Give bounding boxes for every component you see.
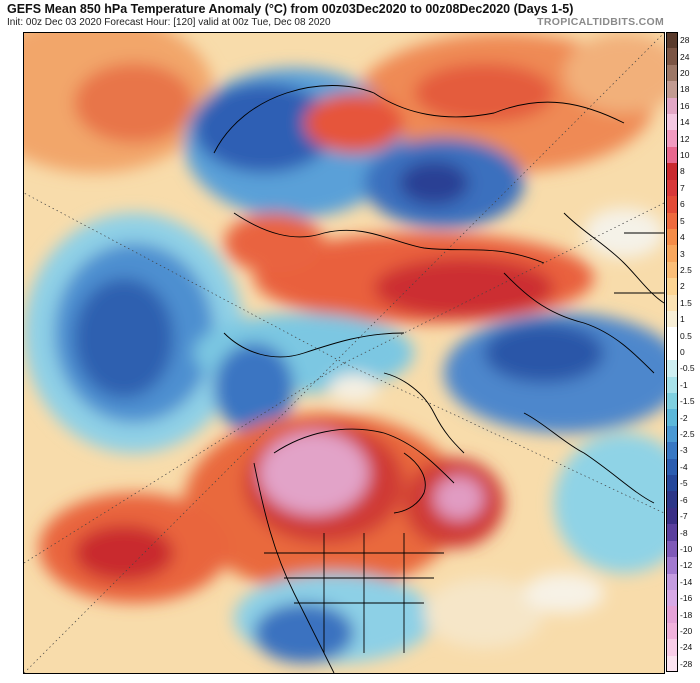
color-scale-segment	[666, 425, 678, 443]
color-scale-segment	[666, 540, 678, 558]
color-scale-label: 2	[680, 281, 685, 292]
color-scale-segment	[666, 245, 678, 263]
color-scale-label: -12	[680, 560, 693, 571]
color-scale-label: 28	[680, 35, 690, 46]
color-scale-label: 0.5	[680, 330, 692, 341]
color-scale-label: -2	[680, 412, 688, 423]
color-scale-segment	[666, 589, 678, 607]
color-scale-labels: 28 24 20 18 16 14 12 10 8 7 6 5 4 3 2.5 2 1.5 1 0.5 0 -0.5 -1…	[680, 32, 700, 672]
color-scale-segment	[666, 573, 678, 591]
map-subtitle: Init: 00z Dec 03 2020 Forecast Hour: [12…	[7, 17, 331, 28]
color-scale-segment	[666, 360, 678, 378]
color-scale-segment	[666, 64, 678, 82]
color-scale-segment	[666, 196, 678, 213]
color-scale-label: -28	[680, 658, 693, 669]
color-scale-label: -1.5	[680, 396, 695, 407]
color-scale-segment	[666, 261, 678, 279]
color-scale-label: 1	[680, 314, 685, 325]
color-scale-segment	[666, 278, 678, 296]
color-scale-segment	[666, 97, 678, 115]
color-scale-segment	[666, 81, 678, 99]
color-scale-segment	[666, 163, 678, 181]
color-scale-segment	[666, 639, 678, 657]
anomaly-map	[23, 32, 665, 674]
color-scale-label: -20	[680, 625, 693, 636]
color-scale-segment	[666, 376, 678, 394]
color-scale-segment	[666, 393, 678, 410]
color-scale-label: -8	[680, 527, 688, 538]
color-scale-label: 2.5	[680, 264, 692, 275]
color-scale-label: -10	[680, 543, 693, 554]
color-scale-segment	[666, 32, 678, 49]
color-scale-label: 1.5	[680, 297, 692, 308]
color-scale-label: -3	[680, 445, 688, 456]
color-scale-label: -5	[680, 478, 688, 489]
color-scale-segment	[666, 48, 678, 66]
color-scale-label: 10	[680, 150, 690, 161]
color-scale-label: 0	[680, 347, 685, 357]
color-scale-label: 4	[680, 232, 685, 243]
color-scale-label: 8	[680, 166, 685, 177]
anomaly-map-graphic	[24, 33, 664, 673]
color-scale-segment	[666, 475, 678, 492]
color-scale-label: 12	[680, 133, 690, 144]
color-scale-segment	[666, 524, 678, 542]
color-scale-label: -7	[680, 511, 688, 522]
color-scale-segment	[666, 655, 678, 673]
color-scale-segment	[666, 327, 678, 345]
site-credit: TROPICALTIDBITS.COM	[537, 16, 664, 28]
color-scale-label: -14	[680, 576, 693, 587]
color-scale-segment	[666, 442, 678, 460]
color-scale-label: 20	[680, 68, 690, 79]
color-scale-segment	[666, 491, 678, 509]
color-scale-segment	[666, 179, 678, 197]
color-scale-label: 24	[680, 51, 690, 62]
color-scale-segment	[666, 310, 678, 328]
color-scale-label: -2.5	[680, 429, 695, 440]
color-scale-label: 3	[680, 248, 685, 259]
color-scale-segment	[666, 507, 678, 525]
color-scale-label: -1	[680, 379, 688, 390]
color-scale-segment	[666, 458, 678, 476]
color-scale-label: 6	[680, 199, 685, 210]
color-scale-label: -18	[680, 609, 693, 620]
color-scale-segment	[666, 114, 678, 131]
color-scale-segment	[666, 606, 678, 624]
color-scale-label: -24	[680, 642, 693, 653]
color-scale-segment	[666, 146, 678, 164]
color-scale-label: -16	[680, 593, 693, 604]
color-scale-segment	[666, 228, 678, 246]
color-scale-segment	[666, 622, 678, 640]
map-title: GEFS Mean 850 hPa Temperature Anomaly (°…	[7, 2, 574, 16]
color-scale-label: 5	[680, 215, 685, 226]
color-scale-segment	[666, 343, 678, 361]
color-scale-label: 14	[680, 117, 690, 128]
color-scale-label: -6	[680, 494, 688, 505]
color-scale-label: 16	[680, 100, 690, 111]
color-scale-label: -0.5	[680, 363, 695, 374]
color-scale-label: 18	[680, 84, 690, 95]
color-scale-segment	[666, 212, 678, 230]
color-scale-label: -4	[680, 461, 688, 472]
header: GEFS Mean 850 hPa Temperature Anomaly (°…	[0, 0, 700, 30]
color-scale-segment	[666, 130, 678, 148]
color-scale-label: 7	[680, 182, 685, 193]
color-scale-bar	[666, 32, 678, 673]
color-scale-segment	[666, 409, 678, 427]
color-scale-segment	[666, 557, 678, 575]
color-scale-segment	[666, 294, 678, 312]
